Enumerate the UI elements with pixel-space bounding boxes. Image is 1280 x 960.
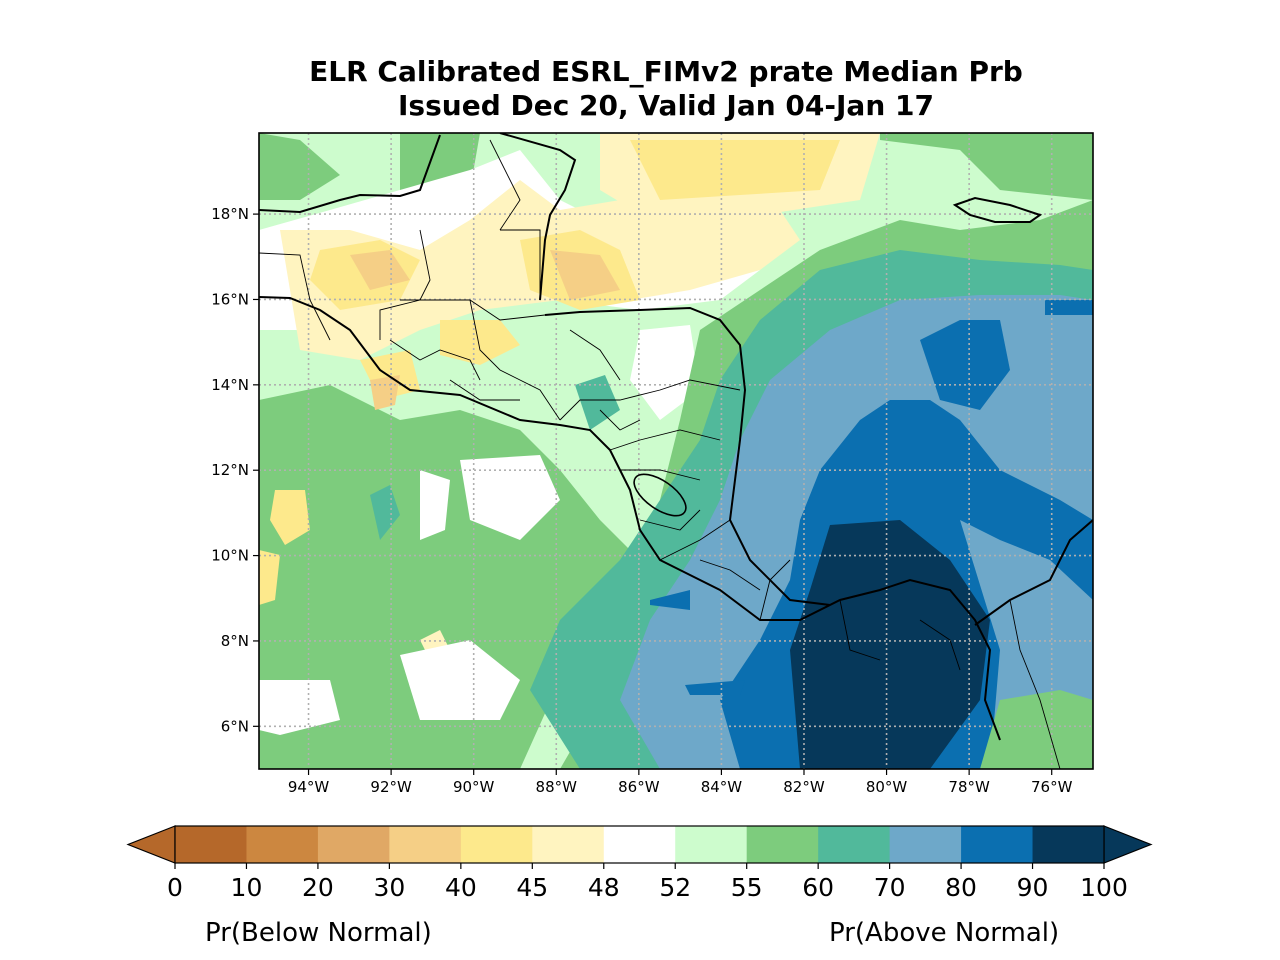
admin-borders	[259, 139, 1061, 769]
colorbar-bin	[603, 826, 676, 863]
colorbar-bin	[675, 826, 748, 863]
probability-fills	[259, 133, 1093, 769]
colorbar-tick-label: 90	[1017, 873, 1049, 902]
colorbar-tick-label: 45	[516, 873, 548, 902]
map-title: ELR Calibrated ESRL_FIMv2 prate Median P…	[309, 55, 1023, 88]
colorbar-extend-low	[126, 825, 176, 864]
colorbar-tick-label: 20	[302, 873, 334, 902]
colorbar-tick-label: 70	[874, 873, 906, 902]
lon-tick-label: 82°W	[783, 778, 825, 796]
lon-tick-label: 76°W	[1031, 778, 1073, 796]
lon-tick-label: 90°W	[453, 778, 495, 796]
map-subtitle: Issued Dec 20, Valid Jan 04-Jan 17	[398, 89, 934, 122]
lat-tick-label: 18°N	[211, 205, 249, 223]
lat-tick-label: 12°N	[211, 461, 249, 479]
colorbar-bin	[746, 826, 819, 863]
colorbar-bin	[175, 826, 247, 863]
colorbar-tick-label: 30	[373, 873, 405, 902]
colorbar-tick-label: 100	[1080, 873, 1128, 902]
lon-tick-label: 92°W	[370, 778, 412, 796]
colorbar-bin	[1032, 826, 1105, 863]
colorbar-tick-label: 48	[588, 873, 620, 902]
lat-tick-label: 16°N	[211, 290, 249, 308]
coastlines	[259, 133, 1093, 741]
map-frame	[258, 132, 1094, 770]
lat-tick-label: 10°N	[211, 547, 249, 565]
colorbar: 0 10 20 30 40 45 48 52 55 60 70 80 90 100	[126, 825, 1153, 902]
colorbar-bin	[961, 826, 1034, 863]
colorbar-bin	[389, 826, 462, 863]
above-normal-label: Pr(Above Normal)	[829, 918, 1060, 948]
colorbar-bin	[889, 826, 962, 863]
lon-tick-label: 94°W	[288, 778, 330, 796]
latitude-axis: 6°N 8°N 10°N 12°N 14°N 16°N 18°N	[211, 205, 259, 735]
lat-tick-label: 6°N	[221, 717, 249, 735]
colorbar-bin	[818, 826, 891, 863]
colorbar-tick-label: 80	[945, 873, 977, 902]
colorbar-bin	[532, 826, 605, 863]
colorbar-bin	[460, 826, 533, 863]
lat-tick-label: 8°N	[221, 632, 249, 650]
lon-tick-label: 84°W	[701, 778, 743, 796]
colorbar-tick-label: 55	[731, 873, 763, 902]
colorbar-frame	[174, 825, 1105, 864]
colorbar-tick-label: 0	[167, 873, 183, 902]
longitude-axis: 94°W 92°W 90°W 88°W 86°W 84°W 82°W 80°W 78°W 76°W	[288, 769, 1073, 796]
lon-tick-label: 86°W	[618, 778, 660, 796]
colorbar-bin	[246, 826, 319, 863]
colorbar-tick-label: 60	[802, 873, 834, 902]
below-normal-label: Pr(Below Normal)	[205, 918, 432, 948]
lon-tick-label: 78°W	[948, 778, 990, 796]
colorbar-tick-label: 10	[231, 873, 263, 902]
colorbar-tick-label: 40	[445, 873, 477, 902]
lon-tick-label: 88°W	[536, 778, 578, 796]
colorbar-tick-label: 52	[659, 873, 691, 902]
colorbar-bin	[317, 826, 390, 863]
lon-tick-label: 80°W	[866, 778, 908, 796]
lat-tick-label: 14°N	[211, 376, 249, 394]
colorbar-extend-high	[1103, 825, 1153, 864]
